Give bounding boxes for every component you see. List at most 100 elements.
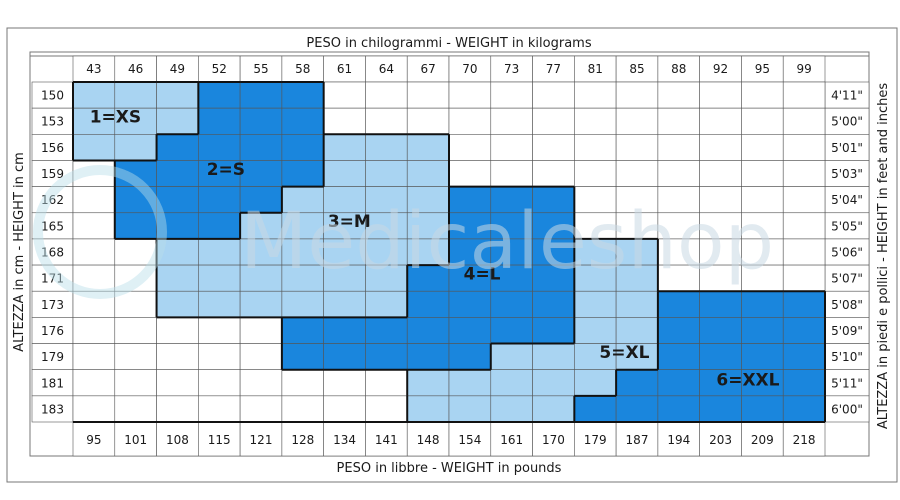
right-axis-title: ALTEZZA in piedi e pollici - HEIGHT in f… bbox=[876, 83, 891, 429]
grid-cell bbox=[574, 343, 617, 370]
grid-cell bbox=[156, 317, 199, 344]
grid-cell bbox=[490, 343, 533, 370]
grid-cell bbox=[782, 212, 826, 240]
kg-header-cell bbox=[198, 55, 241, 83]
grid-cell bbox=[448, 186, 492, 214]
grid-cell bbox=[156, 107, 199, 135]
ft-label-cell bbox=[824, 369, 870, 397]
lb-footer-cell bbox=[741, 421, 784, 457]
watermark-logo-icon bbox=[33, 165, 167, 299]
ft-tick-label: 5'05" bbox=[831, 219, 863, 233]
lb-tick-label: 179 bbox=[584, 433, 607, 447]
grid-cell bbox=[365, 212, 408, 240]
grid-cell bbox=[615, 160, 659, 187]
grid-cell bbox=[532, 343, 575, 370]
lb-tick-label: 121 bbox=[250, 433, 273, 447]
grid-cell bbox=[281, 81, 324, 109]
grid-cell bbox=[741, 290, 784, 318]
grid-cell bbox=[490, 107, 533, 135]
grid-cell bbox=[741, 212, 784, 240]
grid-cell bbox=[699, 317, 742, 344]
cm-tick-label: 181 bbox=[41, 376, 64, 390]
cm-tick-label: 156 bbox=[41, 141, 64, 155]
kg-tick-label: 85 bbox=[629, 62, 644, 76]
watermark-text: Medicaleshop bbox=[240, 197, 774, 287]
grid-cell bbox=[156, 264, 199, 292]
watermark: Medicaleshop bbox=[33, 165, 774, 299]
grid-cell bbox=[574, 317, 617, 344]
kg-header-cell bbox=[448, 55, 492, 83]
grid-cell bbox=[281, 107, 324, 135]
grid-cell bbox=[365, 160, 408, 187]
grid-cell bbox=[574, 134, 617, 161]
grid-cell bbox=[323, 317, 366, 344]
cm-tick-label: 150 bbox=[41, 89, 64, 103]
lb-footer-cell bbox=[72, 421, 116, 457]
cm-label-cell bbox=[31, 212, 74, 240]
lb-tick-label: 108 bbox=[166, 433, 189, 447]
grid-cell bbox=[406, 369, 450, 397]
kg-tick-label: 73 bbox=[504, 62, 519, 76]
grid-cell bbox=[323, 212, 366, 240]
grid-cell bbox=[532, 395, 575, 423]
lb-footer-cell bbox=[239, 421, 283, 457]
grid-cell bbox=[490, 290, 533, 318]
grid-cell bbox=[615, 134, 659, 161]
size-label-5: 5=XL bbox=[599, 343, 649, 363]
grid-cell bbox=[365, 395, 408, 423]
lb-tick-label: 134 bbox=[333, 433, 356, 447]
kg-tick-label: 67 bbox=[420, 62, 435, 76]
kg-header-cell bbox=[72, 55, 116, 83]
grid-cell bbox=[72, 369, 116, 397]
lb-tick-label: 154 bbox=[458, 433, 481, 447]
cm-tick-label: 153 bbox=[41, 115, 64, 129]
grid-cell bbox=[406, 160, 450, 187]
lb-tick-label: 161 bbox=[500, 433, 523, 447]
kg-tick-label: 64 bbox=[379, 62, 394, 76]
grid-cell bbox=[782, 317, 826, 344]
grid-cell bbox=[782, 264, 826, 292]
grid-cell bbox=[699, 81, 742, 109]
grid-cell bbox=[490, 81, 533, 109]
grid-cell bbox=[782, 134, 826, 161]
grid-cell bbox=[615, 395, 659, 423]
ft-label-cell bbox=[824, 290, 870, 318]
grid-cell bbox=[657, 395, 700, 423]
grid-cell bbox=[239, 264, 283, 292]
grid-cell bbox=[323, 186, 366, 214]
grid-cell bbox=[198, 212, 241, 240]
grid-cell bbox=[156, 343, 199, 370]
grid-cell bbox=[657, 317, 700, 344]
grid-cell bbox=[365, 186, 408, 214]
cm-tick-label: 179 bbox=[41, 350, 64, 364]
grid-cell bbox=[72, 186, 116, 214]
kg-tick-label: 92 bbox=[713, 62, 728, 76]
grid-cell bbox=[365, 290, 408, 318]
grid-cell bbox=[323, 290, 366, 318]
grid-cell bbox=[448, 212, 492, 240]
grid-cell bbox=[406, 81, 450, 109]
grid-cell bbox=[239, 107, 283, 135]
grid-cell bbox=[72, 343, 116, 370]
grid-cell bbox=[699, 134, 742, 161]
grid-cell bbox=[323, 343, 366, 370]
lb-tick-label: 141 bbox=[375, 433, 398, 447]
kg-tick-label: 58 bbox=[295, 62, 310, 76]
grid-cell bbox=[699, 343, 742, 370]
cm-tick-label: 171 bbox=[41, 272, 64, 286]
grid-cell bbox=[323, 107, 366, 135]
grid-cell bbox=[657, 186, 700, 214]
grid-cell bbox=[782, 343, 826, 370]
grid-cell bbox=[239, 369, 283, 397]
grid-cell bbox=[782, 369, 826, 397]
grid-cell bbox=[281, 317, 324, 344]
grid-cell bbox=[615, 186, 659, 214]
grid-cell bbox=[532, 369, 575, 397]
grid-cell bbox=[281, 290, 324, 318]
grid-cell bbox=[657, 107, 700, 135]
grid-cell bbox=[72, 160, 116, 187]
grid-cell bbox=[281, 395, 324, 423]
grid-cell bbox=[239, 290, 283, 318]
lb-tick-label: 209 bbox=[751, 433, 774, 447]
